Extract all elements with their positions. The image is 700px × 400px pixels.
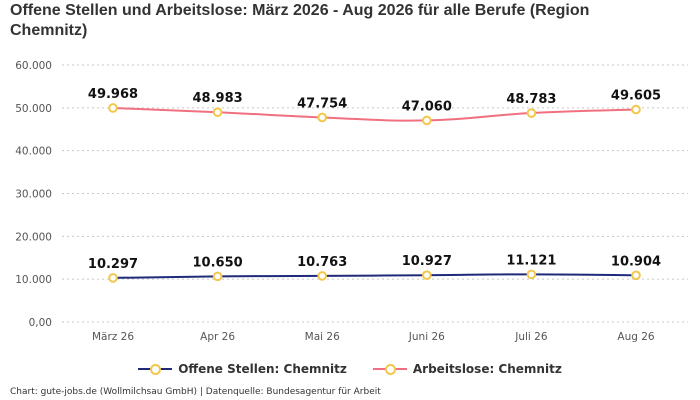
y-tick-label: 30.000 [15,189,52,201]
legend-swatch-offene-stellen [138,363,173,375]
data-label: 48.983 [193,91,243,106]
grid-lines [62,64,688,323]
y-tick-label: 10.000 [15,274,52,286]
data-point[interactable] [108,103,118,113]
line-chart: 0,00 10.000 20.000 30.000 40.000 50.000 60.000… [15,60,688,343]
legend-item-offene-stellen[interactable]: Offene Stellen: Chemnitz [138,362,347,376]
y-tick-label: 0,00 [29,317,52,329]
series-line [112,106,637,122]
chart-footer: Chart: gute-jobs.de (Wollmilchsau GmbH) … [10,387,381,397]
x-tick-label: Juni 26 [408,331,445,343]
data-point[interactable] [631,270,641,281]
data-label: 48.783 [506,92,556,107]
legend-label-arbeitslose: Arbeitslose: Chemnitz [412,362,562,376]
legend-label-offene-stellen: Offene Stellen: Chemnitz [178,362,347,376]
legend-swatch-arbeitslose [372,363,407,375]
legend-item-arbeitslose[interactable]: Arbeitslose: Chemnitz [372,362,562,376]
y-axis-ticks: 0,00 10.000 20.000 30.000 40.000 50.000 60.000 [15,60,52,329]
data-point[interactable] [212,107,223,117]
data-point[interactable] [422,115,432,126]
data-label: 10.904 [611,254,661,269]
data-label: 47.754 [297,96,347,111]
x-tick-label: Mai 26 [305,331,340,343]
y-tick-label: 60.000 [15,60,52,72]
x-tick-label: Apr 26 [200,331,235,343]
data-label: 10.297 [88,257,138,272]
data-point[interactable] [422,270,432,280]
data-label: 49.968 [88,87,138,102]
data-label: 11.121 [506,253,556,268]
series-line [112,273,637,279]
y-tick-label: 20.000 [15,231,52,243]
legend: Offene Stellen: Chemnitz Arbeitslose: Ch… [0,362,700,376]
data-point[interactable] [212,271,223,282]
data-point[interactable] [317,112,328,123]
data-point[interactable] [526,269,537,280]
data-label: 10.650 [193,255,243,270]
data-point[interactable] [526,108,537,118]
data-label: 47.060 [402,99,452,114]
x-tick-label: Juli 26 [514,331,548,343]
chart-title: Offene Stellen und Arbeitslose: März 202… [10,2,590,39]
x-tick-label: Aug 26 [617,331,655,343]
y-tick-label: 40.000 [15,146,52,158]
data-label: 49.605 [611,89,661,104]
y-tick-label: 50.000 [15,103,52,115]
data-point[interactable] [631,104,641,115]
data-point[interactable] [317,271,328,281]
x-tick-label: März 26 [92,331,134,343]
x-axis-ticks: März 26 Apr 26 Mai 26 Juni 26 Juli 26 Aug 26 [92,331,655,343]
data-label: 10.763 [297,255,347,270]
data-point[interactable] [108,273,118,283]
data-label: 10.927 [402,254,452,269]
series-group: 10.297 10.650 10.763 10.927 11.121 10.904 49.9… [88,87,661,283]
